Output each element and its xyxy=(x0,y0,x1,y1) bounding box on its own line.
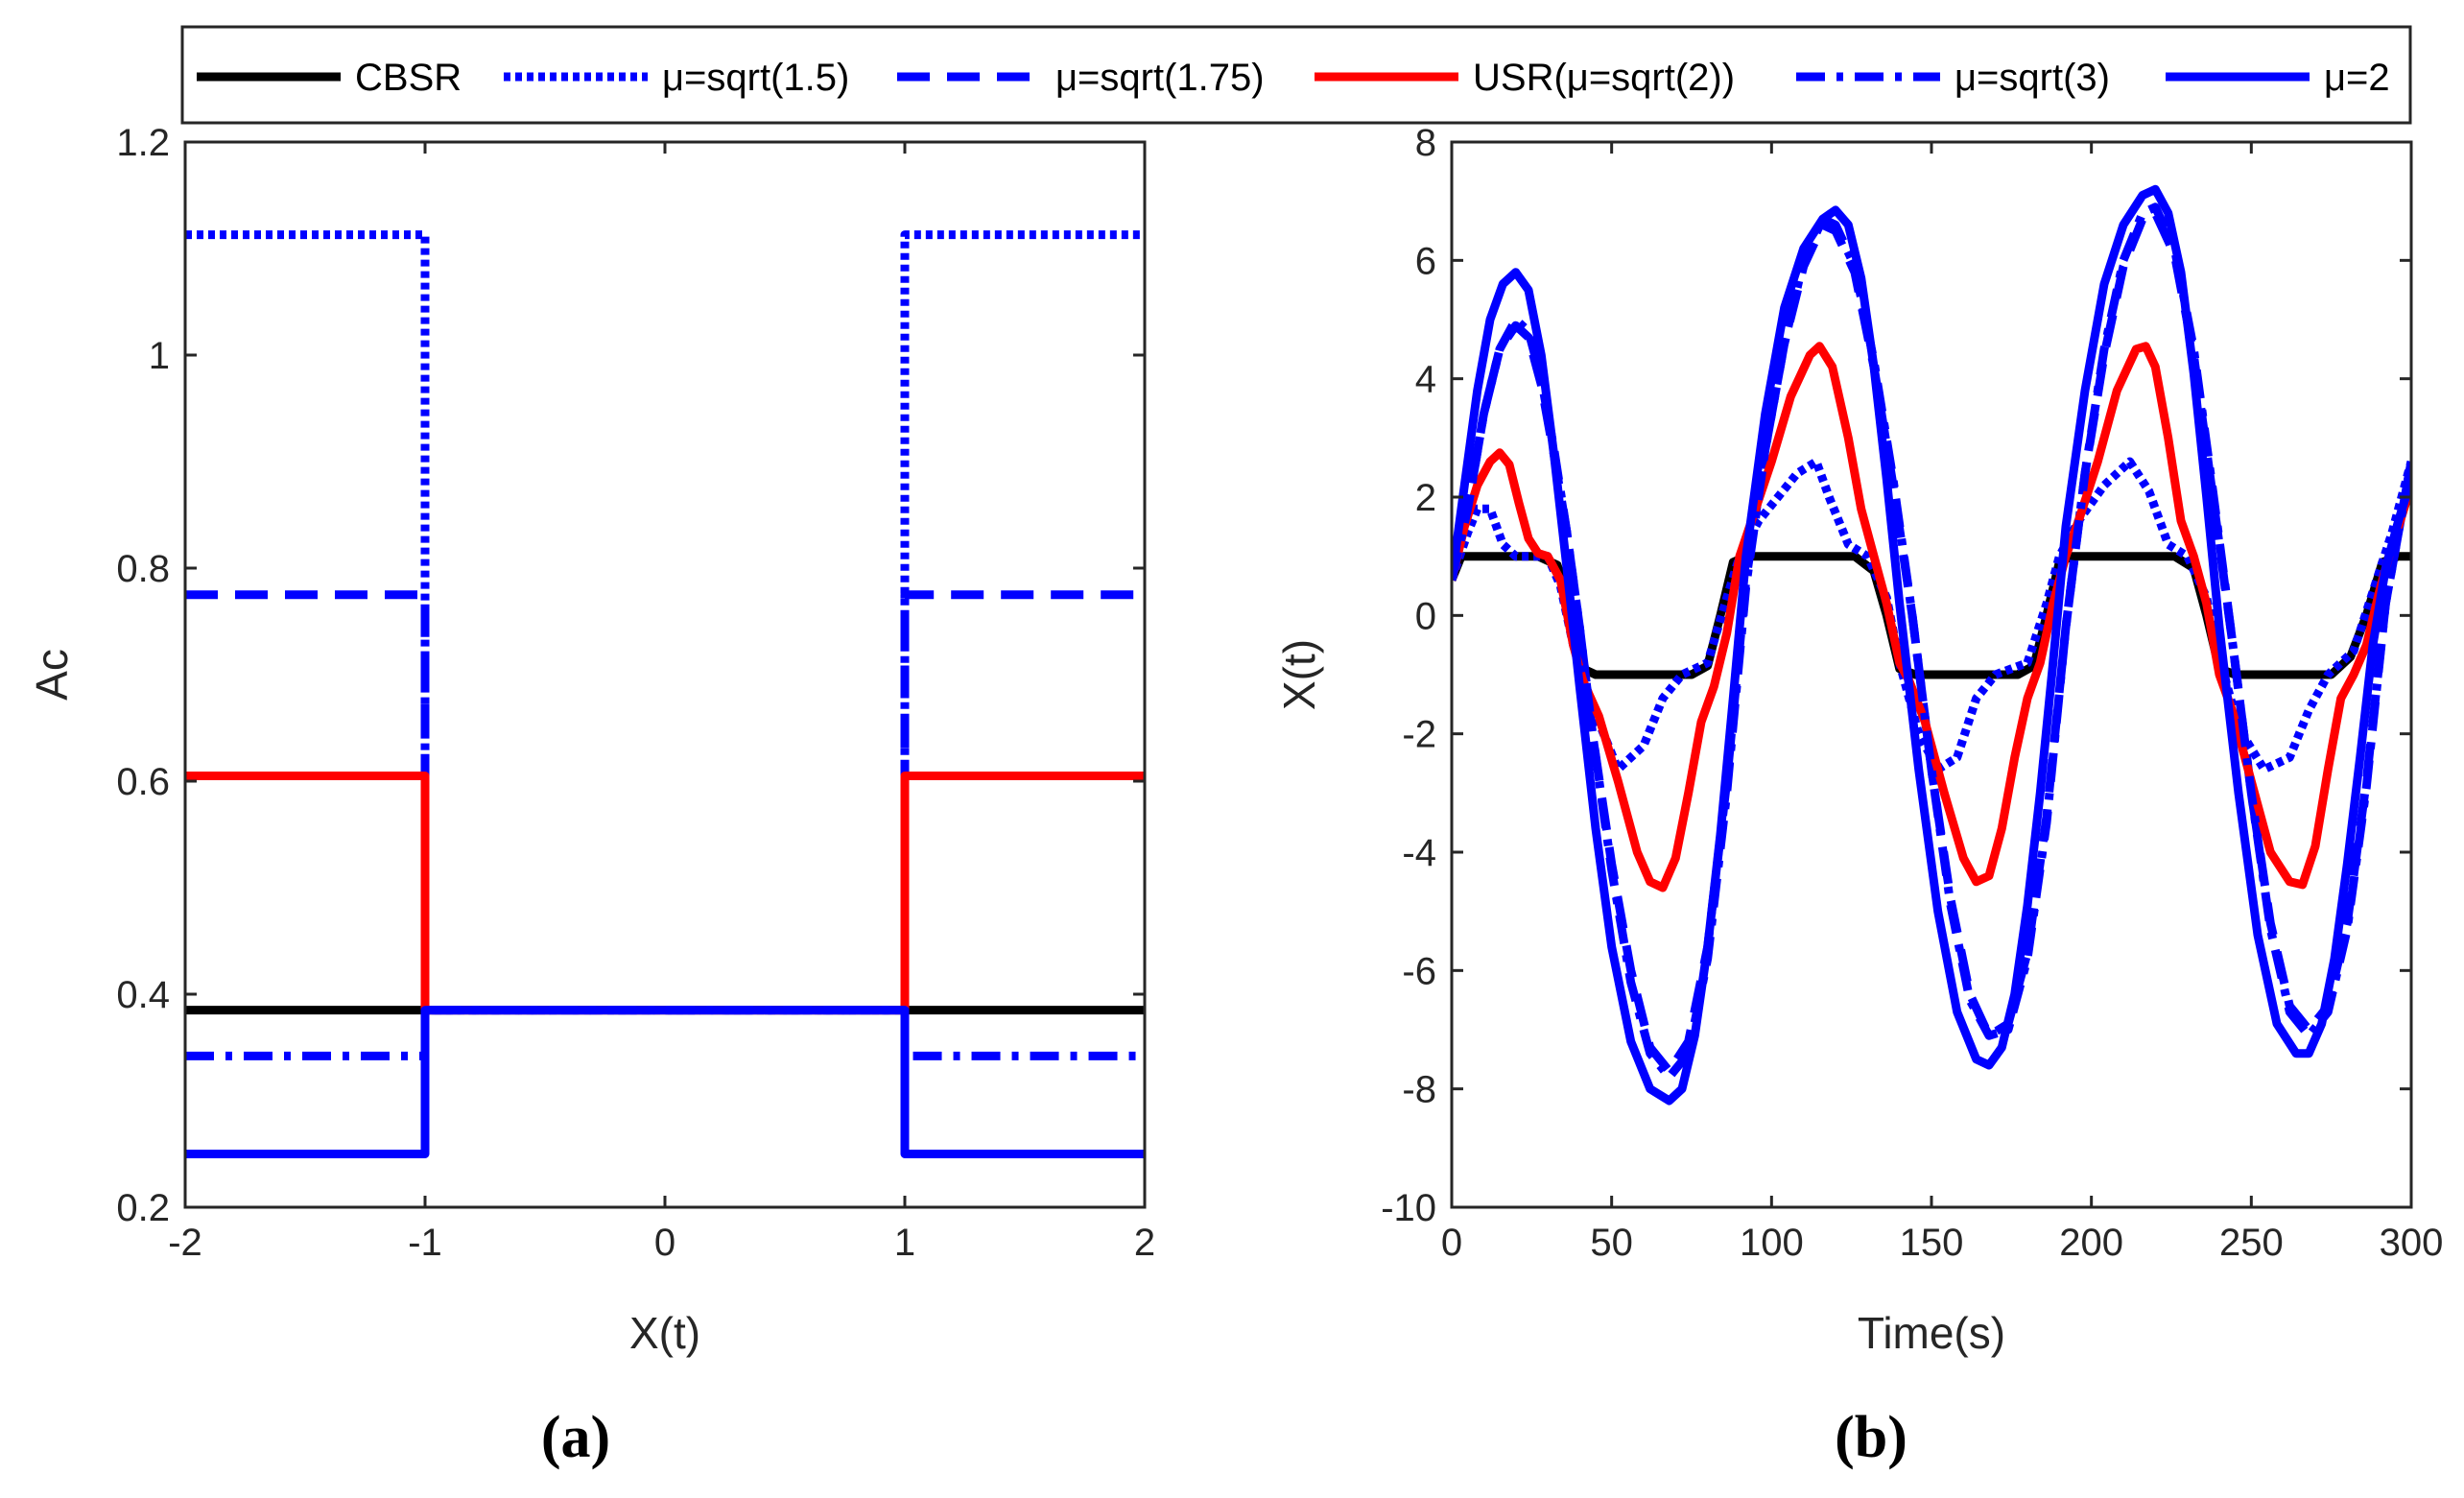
panel-b-x-tick-label: 0 xyxy=(1441,1222,1462,1264)
legend-label-mu3: μ=sqrt(3) xyxy=(1955,57,2110,99)
legend-entry-mu2: μ=2 xyxy=(2166,57,2390,99)
legend-entry-mu3: μ=sqrt(3) xyxy=(1796,57,2110,99)
legend-label-cbsr: CBSR xyxy=(355,57,462,99)
panel-b-x-tick-label: 200 xyxy=(2059,1222,2123,1264)
panel-a-label: (a) xyxy=(541,1405,610,1470)
panel-b-y-tick-label: -6 xyxy=(1402,950,1436,992)
panel-a-series-mu175 xyxy=(185,590,1145,1015)
panel-a-y-axis-label: Ac xyxy=(27,649,77,701)
panel-b-x-tick-label: 50 xyxy=(1590,1222,1633,1264)
panel-a-x-tick-label: 1 xyxy=(894,1222,915,1264)
panel-b-y-ticks: -10 -8 -6 -4 -2 0 2 4 6 8 xyxy=(1381,122,2411,1229)
panel-a-y-ticks: 0.2 0.4 0.6 0.8 1 1.2 xyxy=(116,122,1145,1229)
panel-a-y-tick-label: 0.6 xyxy=(116,761,170,803)
panel-b-y-tick-label: -10 xyxy=(1381,1187,1436,1229)
panel-a-y-tick-label: 1 xyxy=(149,335,170,377)
panel-b-x-tick-label: 250 xyxy=(2219,1222,2284,1264)
legend-label-mu175: μ=sqrt(1.75) xyxy=(1055,57,1265,99)
panel-b-x-tick-label: 300 xyxy=(2380,1222,2444,1264)
panel-a-x-tick-label: 2 xyxy=(1134,1222,1155,1264)
panel-b-y-tick-label: 8 xyxy=(1415,122,1436,164)
panel-a-x-tick-label: -1 xyxy=(408,1222,442,1264)
panel-b-y-axis-label: X(t) xyxy=(1274,639,1324,710)
legend-entry-mu175: μ=sqrt(1.75) xyxy=(897,57,1265,99)
panel-a-x-tick-label: 0 xyxy=(654,1222,675,1264)
legend-label-mu2: μ=2 xyxy=(2324,57,2390,99)
panel-a-y-tick-label: 0.8 xyxy=(116,548,170,590)
panel-a-series xyxy=(185,230,1145,1158)
panel-a: -2 -1 0 1 2 0.2 0.4 0.6 0.8 1 1.2 X(t) Ac (a) xyxy=(27,122,1155,1470)
panel-b-series-mu3 xyxy=(1452,202,2411,1082)
panel-b-y-tick-label: -4 xyxy=(1402,832,1436,874)
panel-b-y-tick-label: -8 xyxy=(1402,1069,1436,1111)
panel-b-label: (b) xyxy=(1835,1405,1907,1470)
panel-b-x-ticks: 0 50 100 150 200 250 300 xyxy=(1441,142,2444,1264)
panel-a-x-tick-label: -2 xyxy=(168,1222,202,1264)
panel-a-plot-area xyxy=(185,142,1145,1207)
panel-b-y-tick-label: -2 xyxy=(1402,714,1436,756)
legend-entry-mu15: μ=sqrt(1.5) xyxy=(504,57,849,99)
panel-b-series xyxy=(1452,184,2411,1106)
panel-b-x-tick-label: 100 xyxy=(1740,1222,1804,1264)
panel-b-series-mu2 xyxy=(1452,184,2411,1106)
panel-b-y-tick-label: 6 xyxy=(1415,240,1436,282)
panel-b-y-tick-label: 2 xyxy=(1415,477,1436,519)
panel-b-x-tick-label: 150 xyxy=(1900,1222,1964,1264)
panel-a-y-tick-label: 0.4 xyxy=(116,974,170,1016)
panel-a-series-mu3 xyxy=(185,1006,1145,1060)
legend-entry-cbsr: CBSR xyxy=(197,57,462,99)
panel-a-x-ticks: -2 -1 0 1 2 xyxy=(168,142,1155,1264)
panel-b: 0 50 100 150 200 250 300 -10 -8 -6 -4 -2 0 2 4 6 8 Time… xyxy=(1274,122,2443,1470)
panel-a-series-mu2 xyxy=(185,1006,1145,1158)
legend-entry-usr: USR(μ=sqrt(2)) xyxy=(1315,57,1735,99)
panel-b-y-tick-label: 4 xyxy=(1415,359,1436,401)
panel-a-y-tick-label: 1.2 xyxy=(116,122,170,164)
panel-b-x-axis-label: Time(s) xyxy=(1858,1308,2005,1358)
legend-label-usr: USR(μ=sqrt(2)) xyxy=(1473,57,1735,99)
panel-b-y-tick-label: 0 xyxy=(1415,595,1436,637)
legend: CBSR μ=sqrt(1.5) μ=sqrt(1.75) USR(μ=sqrt… xyxy=(180,25,2412,125)
panel-a-y-tick-label: 0.2 xyxy=(116,1187,170,1229)
legend-label-mu15: μ=sqrt(1.5) xyxy=(662,57,849,99)
panel-a-x-axis-label: X(t) xyxy=(629,1308,700,1358)
